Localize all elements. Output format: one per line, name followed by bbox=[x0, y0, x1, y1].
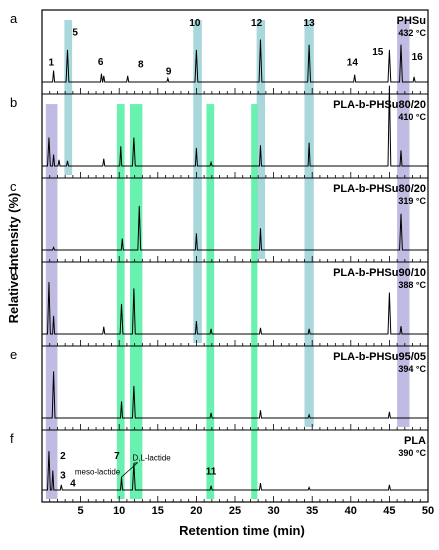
trace-d bbox=[42, 282, 428, 335]
panel-temperature: 319 °C bbox=[398, 196, 426, 206]
peak-label: 3 bbox=[60, 470, 66, 481]
highlight-bands bbox=[45, 20, 410, 499]
peak-label: D,L-lactide bbox=[132, 454, 171, 463]
peak-label: 4 bbox=[70, 479, 76, 490]
trace-b bbox=[42, 85, 428, 167]
highlight-band-3 bbox=[256, 20, 266, 259]
peak-label: 13 bbox=[304, 18, 316, 29]
highlight-band-1 bbox=[64, 20, 73, 175]
x-tick-label: 40 bbox=[345, 505, 357, 517]
panel-letter: b bbox=[10, 95, 17, 110]
highlight-band-6 bbox=[397, 20, 410, 428]
x-tick-label: 35 bbox=[306, 505, 318, 517]
panel-temperature: 410 °C bbox=[398, 112, 426, 122]
x-tick-label: 10 bbox=[113, 505, 125, 517]
highlight-band-2 bbox=[193, 20, 202, 344]
x-tick-label: 25 bbox=[229, 505, 241, 517]
peak-label: 6 bbox=[98, 57, 104, 68]
panel-letter: c bbox=[10, 179, 17, 194]
panel-temperature: 432 °C bbox=[398, 28, 426, 38]
panel-temperature: 394 °C bbox=[398, 364, 426, 374]
peak-label: 9 bbox=[166, 67, 172, 78]
panel-letter: f bbox=[10, 431, 14, 446]
panel-temperature: 388 °C bbox=[398, 280, 426, 290]
x-tick-label: 50 bbox=[422, 505, 434, 517]
highlight-band-5 bbox=[45, 104, 58, 499]
peak-label: 8 bbox=[138, 59, 144, 70]
x-tick-label: 15 bbox=[152, 505, 164, 517]
panel-sample-name: PLA-b-PHSu95/05 bbox=[333, 351, 426, 363]
peak-label: 7 bbox=[114, 451, 120, 462]
panel-letter: d bbox=[10, 263, 17, 278]
peak-label: 15 bbox=[372, 47, 384, 58]
panel-temperature: 390 °C bbox=[398, 448, 426, 458]
highlight-band-8 bbox=[130, 104, 143, 499]
x-tick-label: 20 bbox=[190, 505, 202, 517]
panel-sample-name: PLA-b-PHSu80/20 bbox=[333, 183, 426, 195]
panel-sample-name: PHSu bbox=[397, 15, 426, 27]
peak-label: 1 bbox=[48, 57, 54, 68]
trace-e bbox=[42, 371, 428, 419]
annotation-leader bbox=[121, 462, 138, 478]
peak-label: 11 bbox=[206, 466, 217, 477]
x-tick-label: 45 bbox=[383, 505, 395, 517]
peak-label: 10 bbox=[189, 18, 201, 29]
x-tick-label: 30 bbox=[267, 505, 279, 517]
peak-label: 14 bbox=[347, 57, 359, 68]
trace-a bbox=[42, 39, 428, 83]
panel-frames bbox=[41, 9, 429, 503]
annotation-leader bbox=[133, 462, 138, 464]
x-axis: 5 10 15 20 25 30 35 40 45 50 bbox=[78, 505, 435, 517]
highlight-band-10 bbox=[251, 104, 258, 499]
highlight-band-9 bbox=[206, 104, 215, 499]
panel-letter: a bbox=[10, 11, 18, 26]
peak-label: 12 bbox=[251, 18, 263, 29]
trace-c bbox=[42, 205, 428, 251]
panel-sample-name: PLA-b-PHSu90/10 bbox=[333, 267, 426, 279]
peak-label: 2 bbox=[60, 451, 66, 462]
y-axis-label: Relative Intensity (%) bbox=[6, 193, 21, 324]
x-axis-label: Retention time (min) bbox=[179, 523, 305, 538]
peak-label: 5 bbox=[72, 27, 78, 38]
x-tick-label: 5 bbox=[78, 505, 84, 517]
peak-label: meso-lactide bbox=[75, 467, 121, 476]
panel-sample-name: PLA bbox=[404, 435, 426, 447]
highlight-band-7 bbox=[116, 104, 125, 499]
peak-label: 16 bbox=[412, 52, 424, 63]
panel-letter: e bbox=[10, 347, 17, 362]
panel-sample-name: PLA-b-PHSu80/20 bbox=[333, 99, 426, 111]
highlight-band-4 bbox=[304, 20, 314, 428]
